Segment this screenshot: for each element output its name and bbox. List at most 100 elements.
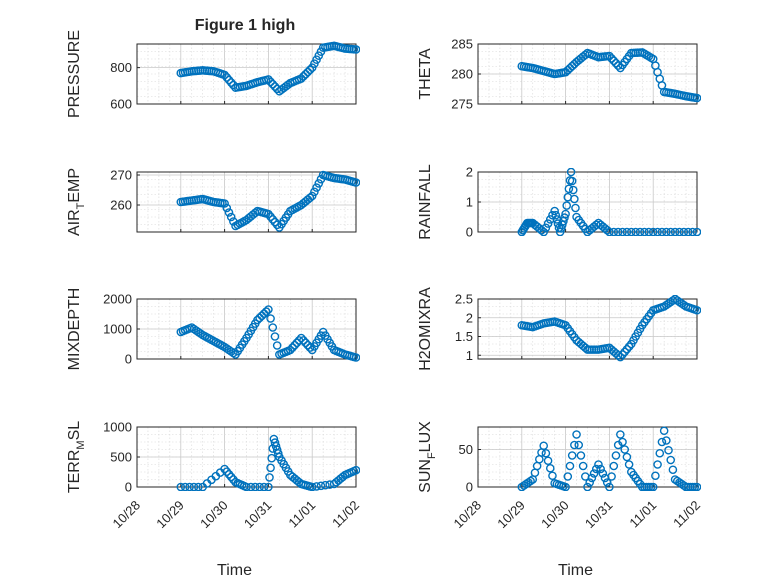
data-point-interp <box>226 78 236 87</box>
data-point-interp <box>570 440 579 450</box>
data-point-interp <box>602 478 612 487</box>
data-point-interp <box>688 227 697 236</box>
y-tick-label: 2 <box>466 165 473 180</box>
data-point-interp <box>185 482 194 491</box>
y-axis-label: RAINFALL <box>417 164 434 240</box>
data-point-interp <box>541 223 551 233</box>
y-tick-label: 2000 <box>103 292 132 307</box>
x-axis-label: Time <box>217 562 252 579</box>
y-tick-label: 1000 <box>103 420 132 435</box>
data-point-interp <box>266 77 275 87</box>
data-point <box>539 441 549 451</box>
axes-border <box>477 426 698 488</box>
data-point <box>264 305 273 314</box>
data-point-interp <box>537 225 546 235</box>
data-point-interp <box>224 208 234 217</box>
data-point-interp <box>196 329 205 338</box>
data-point-interp <box>288 343 297 352</box>
y-tick-label: 270 <box>110 168 132 183</box>
data-point-interp <box>312 482 321 491</box>
y-tick-label: 0 <box>125 480 132 495</box>
y-axis-label: SUNFLUX <box>417 421 438 493</box>
data-point-interp <box>548 471 557 481</box>
data-point-interp <box>266 463 275 473</box>
data-series <box>517 168 701 236</box>
data-point-interp <box>568 185 578 195</box>
data-point <box>176 482 186 491</box>
panels: 600 800 PRESSURE 275 280 285 THETA 260 270 AIRTEM… <box>66 30 703 579</box>
y-tick-label: 600 <box>110 97 132 112</box>
y-tick-label: 1 <box>466 348 473 363</box>
data-point-interp <box>664 445 673 455</box>
data-point <box>296 333 306 343</box>
data-point <box>285 345 295 355</box>
data-point <box>692 305 701 315</box>
x-tick-label: 10/28 <box>110 498 144 532</box>
y-tick-label: 260 <box>110 198 132 213</box>
x-tick-label: 10/29 <box>494 498 528 532</box>
data-point-interp <box>578 461 588 471</box>
data-point-interp <box>570 194 579 204</box>
data-point-interp <box>268 323 278 332</box>
data-point <box>692 482 701 491</box>
data-point <box>605 482 614 491</box>
data-point-interp <box>273 449 283 458</box>
data-point-interp <box>618 437 627 447</box>
y-tick-label: 275 <box>451 97 473 112</box>
data-point-interp <box>543 456 553 466</box>
subplot-3: 260 270 AIRTEMP <box>66 168 360 236</box>
data-point-interp <box>265 473 274 482</box>
data-point-interp <box>541 448 551 458</box>
data-point-interp <box>622 344 632 354</box>
x-tick-label: 11/01 <box>285 498 318 531</box>
data-point <box>351 45 360 54</box>
data-point-interp <box>607 54 616 63</box>
data-point-interp <box>613 227 623 236</box>
figure-title: Figure 1 high <box>195 17 295 34</box>
data-point-interp <box>222 73 232 82</box>
data-point-interp <box>585 478 594 487</box>
data-point-interp <box>222 203 232 213</box>
data-point-interp <box>679 227 689 236</box>
data-point-interp <box>283 80 293 90</box>
data-point-interp <box>651 471 660 481</box>
data-point-interp <box>338 472 348 482</box>
data-point-interp <box>609 56 619 66</box>
data-point-interp <box>259 482 269 491</box>
data-point-interp <box>624 460 634 469</box>
data-point-interp <box>299 336 308 345</box>
data-point-interp <box>229 348 238 358</box>
data-point-interp <box>657 227 667 236</box>
data-point <box>351 353 360 362</box>
data-point-interp <box>618 350 627 359</box>
data-point-interp <box>609 461 619 471</box>
data-point-interp <box>268 79 278 89</box>
data-point <box>539 227 548 236</box>
data-point-interp <box>560 213 569 222</box>
subplot-8: 0 50 SUNFLUX 10/28 10/29 10/30 10/31 11/01 11/02… <box>417 421 703 579</box>
x-tick-label: 10/28 <box>451 498 485 532</box>
data-point-interp <box>653 460 662 469</box>
data-series <box>517 48 701 103</box>
data-point-interp <box>316 481 326 491</box>
data-point <box>605 227 614 236</box>
data-point-interp <box>620 347 630 357</box>
y-tick-label: 285 <box>451 37 473 52</box>
data-point <box>572 430 581 439</box>
y-tick-label: 1.5 <box>455 329 473 344</box>
data-point-interp <box>321 480 330 490</box>
subplot-6: 1 1.5 2 2.5 H2OMIXRA <box>417 287 701 371</box>
data-point-interp <box>576 451 586 460</box>
subplot-5: 0 1000 2000 MIXDEPTH <box>66 288 360 370</box>
data-point-interp <box>574 440 584 450</box>
y-axis-label: AIRTEMP <box>66 168 87 236</box>
data-point <box>561 209 570 219</box>
data-point <box>264 75 273 84</box>
data-point <box>616 430 625 439</box>
subplot-7: 0 500 1000 TERRMSL 10/28 10/29 10/30 10/31 11/01… <box>66 420 362 580</box>
x-tick-label: 11/02 <box>670 498 703 531</box>
data-point-interp <box>562 201 572 210</box>
data-point-interp <box>299 72 308 81</box>
data-point-interp <box>611 451 621 460</box>
data-point-interp <box>250 482 260 491</box>
